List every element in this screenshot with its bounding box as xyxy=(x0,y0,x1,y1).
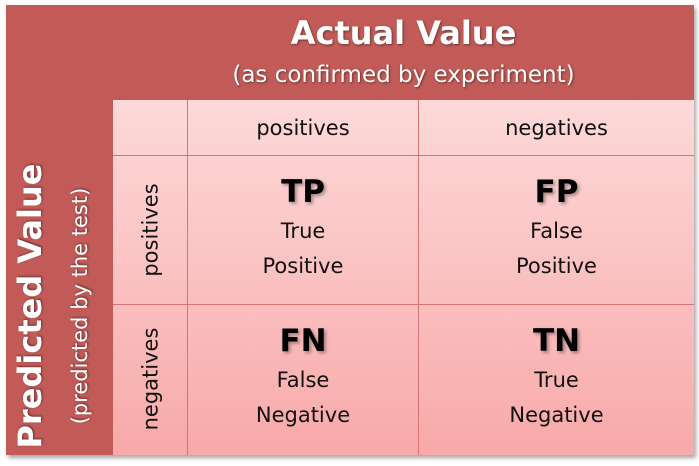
cell-fn-line2: Negative xyxy=(255,403,351,427)
actual-value-title: Actual Value xyxy=(290,14,517,52)
cell-fn-abbr: FN xyxy=(279,323,327,359)
predicted-value-subtitle: (predicted by the test) xyxy=(68,187,92,425)
cell-tn-line2: Negative xyxy=(509,403,604,427)
cell-tp: TP True Positive xyxy=(188,156,419,305)
cell-fp-line1: False xyxy=(530,219,583,243)
cell-fn-line1: False xyxy=(276,368,330,392)
actual-value-subtitle: (as confirmed by experiment) xyxy=(232,62,575,88)
column-header-positives: positives xyxy=(188,100,419,156)
cell-tn: TN True Negative xyxy=(419,305,694,455)
cell-tn-line1: True xyxy=(534,368,579,392)
cell-fp-line2: Positive xyxy=(516,254,597,278)
row-header-negatives-label: negatives xyxy=(138,327,163,431)
cell-tp-line1: True xyxy=(280,219,326,243)
cell-tn-abbr: TN xyxy=(532,323,581,359)
column-header-negatives: negatives xyxy=(419,100,694,156)
matrix-table: positives negatives positives TP True Pos… xyxy=(113,100,694,455)
row-header-positives-label: positives xyxy=(138,183,163,277)
row-header-positives: positives xyxy=(113,156,188,305)
predicted-value-title: Predicted Value xyxy=(11,163,49,449)
cell-tp-line2: Positive xyxy=(262,254,344,278)
cell-fp: FP False Positive xyxy=(419,156,694,305)
row-header-negatives: negatives xyxy=(113,305,188,455)
cell-fn: FN False Negative xyxy=(188,305,419,455)
cell-fp-abbr: FP xyxy=(534,174,579,210)
corner-cell xyxy=(113,100,188,156)
cell-tp-abbr: TP xyxy=(281,174,325,210)
